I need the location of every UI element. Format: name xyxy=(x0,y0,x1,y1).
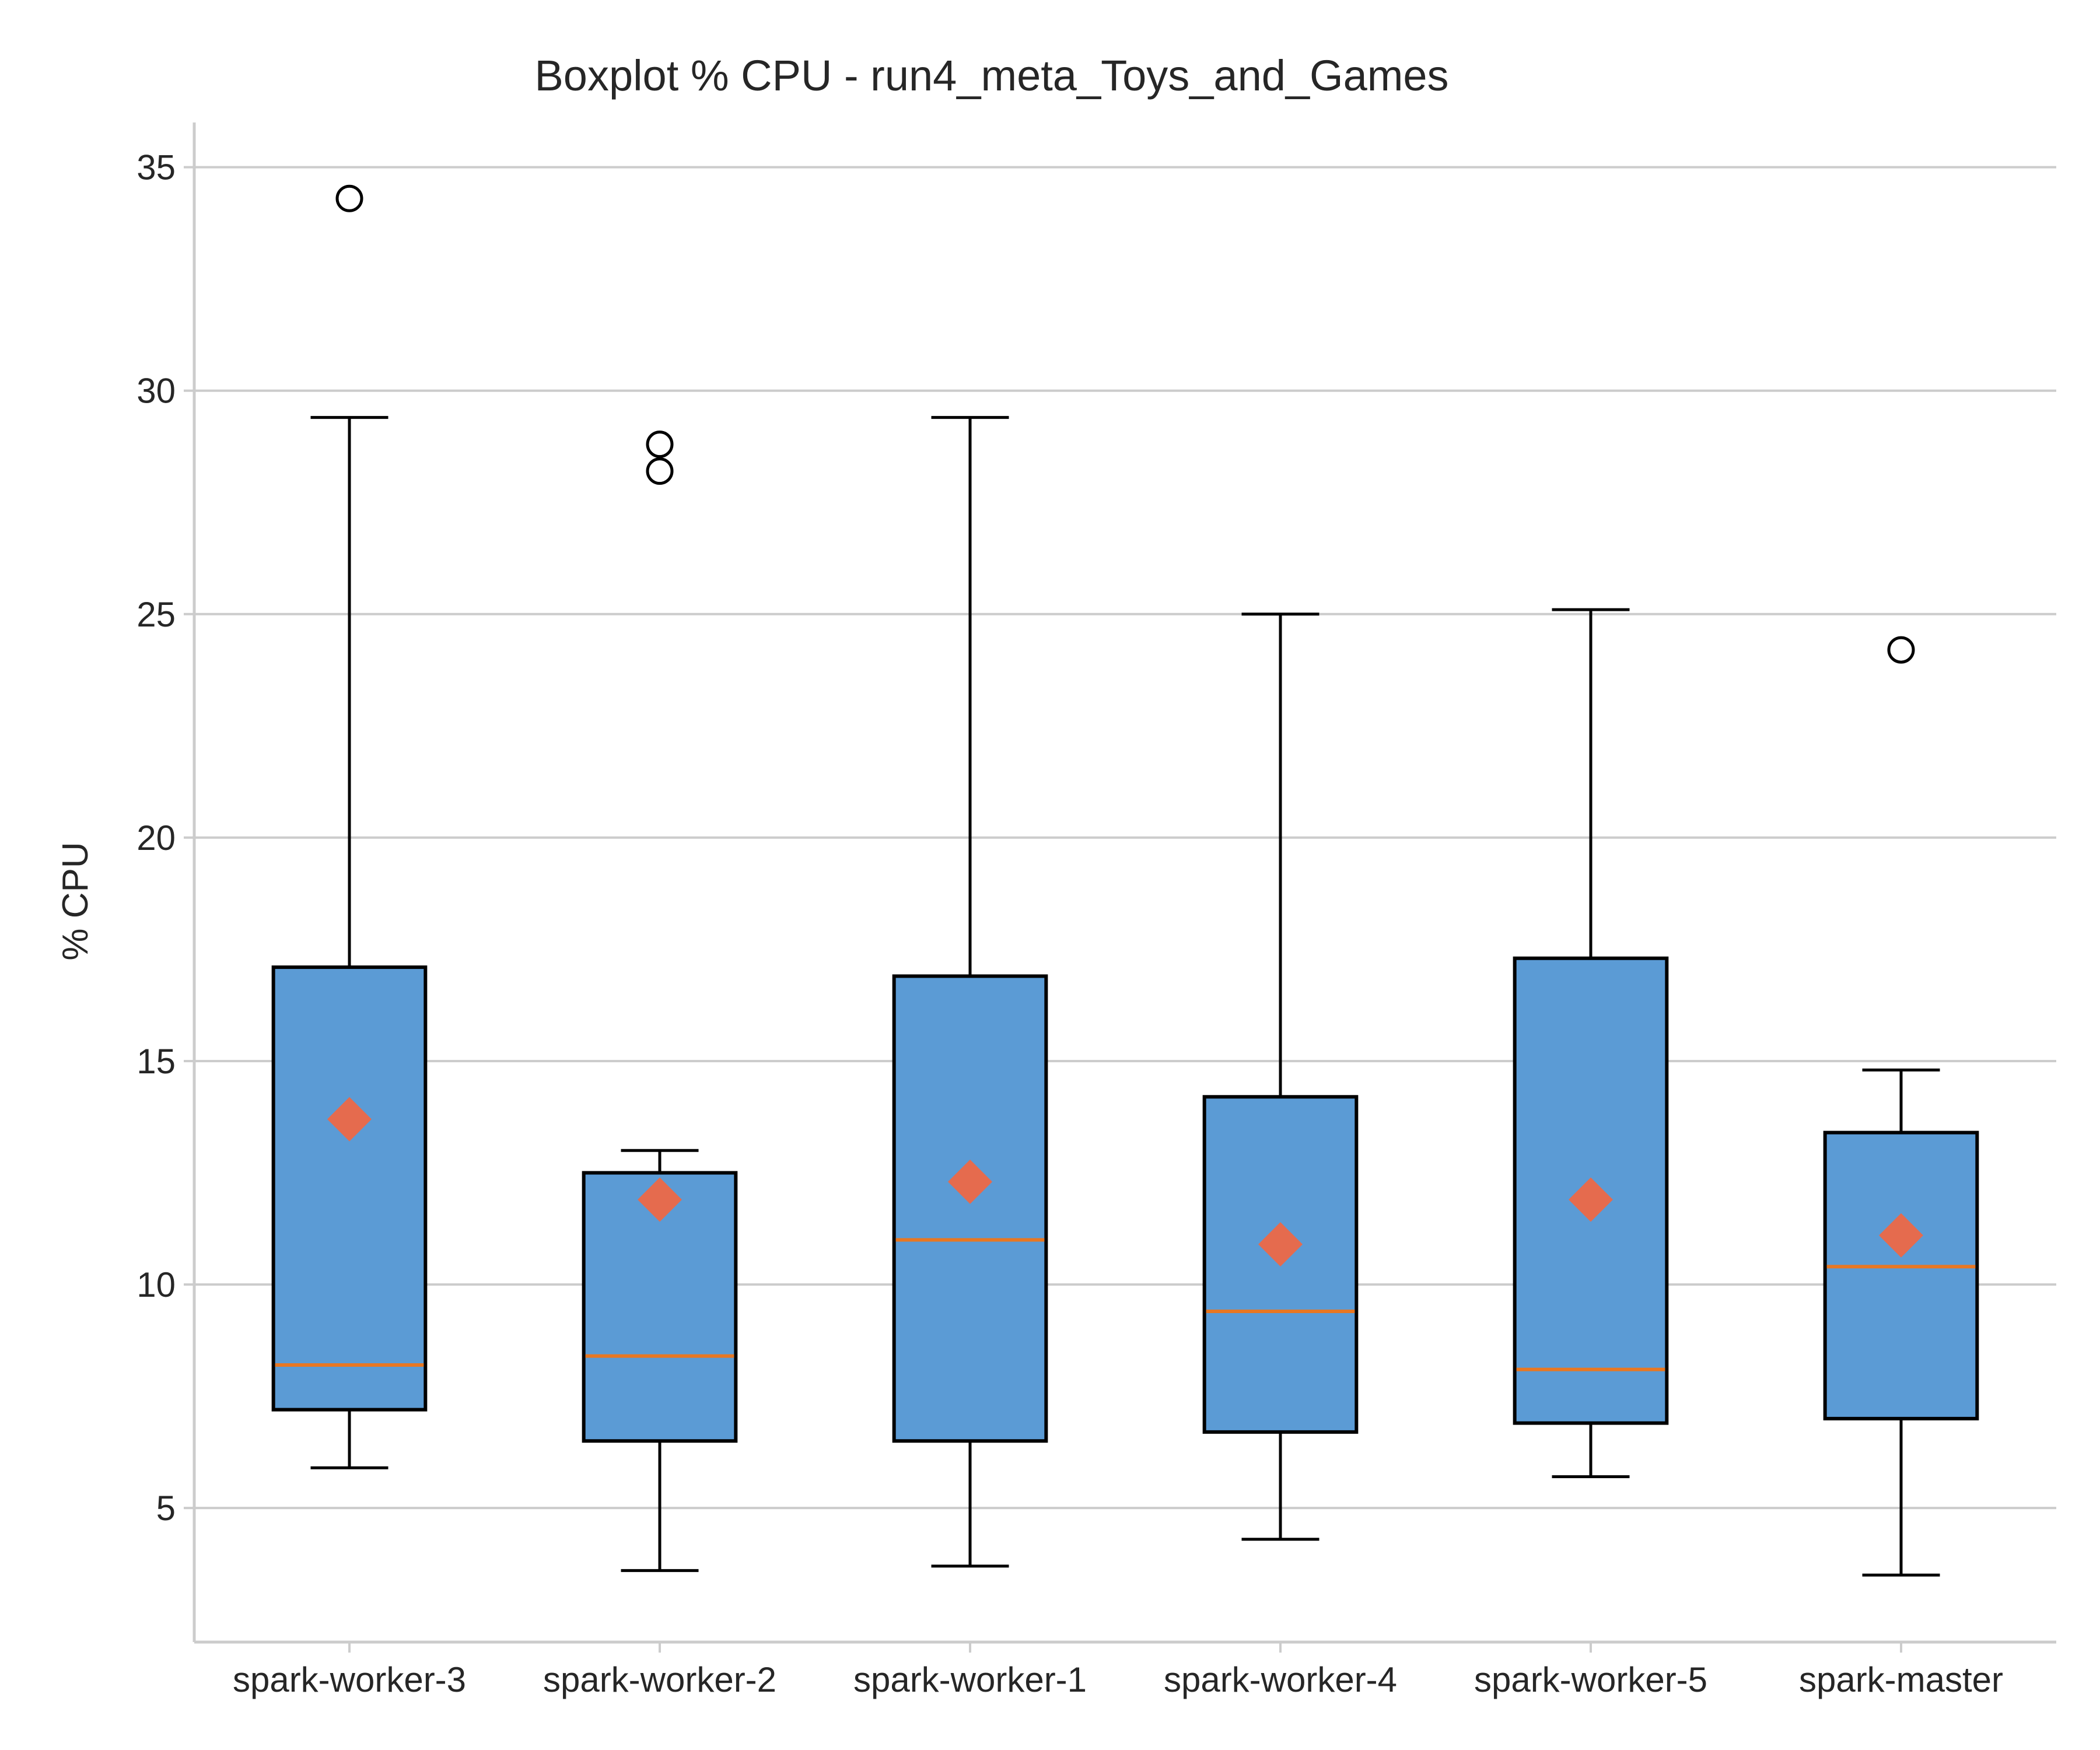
box-group xyxy=(582,430,738,1572)
mean-marker xyxy=(638,1177,682,1222)
box-group xyxy=(271,184,428,1469)
y-tick-label: 20 xyxy=(136,818,176,858)
mean-marker xyxy=(327,1097,372,1142)
mean-marker xyxy=(1879,1213,1923,1258)
x-tick-label: spark-worker-4 xyxy=(1164,1660,1397,1699)
outlier-point xyxy=(1887,636,1915,664)
outlier-point xyxy=(646,430,674,459)
box-group xyxy=(1513,608,1669,1479)
iqr-box xyxy=(1823,1130,1979,1420)
y-axis-label: % CPU xyxy=(55,842,96,960)
x-tick-label: spark-worker-5 xyxy=(1474,1660,1707,1699)
iqr-box xyxy=(271,965,428,1412)
mean-marker xyxy=(1569,1177,1613,1222)
x-tick-label: spark-master xyxy=(1799,1660,2003,1699)
y-tick-label: 5 xyxy=(156,1489,176,1528)
mean-marker xyxy=(948,1159,992,1204)
iqr-box xyxy=(892,974,1048,1443)
box-group xyxy=(892,416,1048,1568)
outlier-point xyxy=(646,457,674,485)
y-tick-label: 35 xyxy=(136,148,176,187)
y-tick-label: 10 xyxy=(136,1265,176,1304)
y-tick-label: 30 xyxy=(136,372,176,411)
x-tick-label: spark-worker-2 xyxy=(543,1660,776,1699)
box-group xyxy=(1202,612,1359,1541)
chart-title: Boxplot % CPU - run4_meta_Toys_and_Games xyxy=(534,51,1448,100)
x-tick-labels: spark-worker-3 spark-worker-2 spark-worker… xyxy=(233,1642,2003,1699)
mean-marker xyxy=(1258,1222,1303,1267)
gridlines xyxy=(194,166,2056,1510)
y-tick-labels: 5 10 15 20 25 30 35 xyxy=(136,148,194,1528)
y-tick-label: 15 xyxy=(136,1042,176,1081)
axis-spines xyxy=(192,123,2056,1644)
x-tick-label: spark-worker-1 xyxy=(853,1660,1087,1699)
iqr-box xyxy=(582,1171,738,1443)
outlier-point xyxy=(335,184,363,212)
y-tick-label: 25 xyxy=(136,595,176,634)
box-group xyxy=(1823,636,1979,1577)
x-tick-label: spark-worker-3 xyxy=(233,1660,466,1699)
boxes xyxy=(271,184,1979,1577)
